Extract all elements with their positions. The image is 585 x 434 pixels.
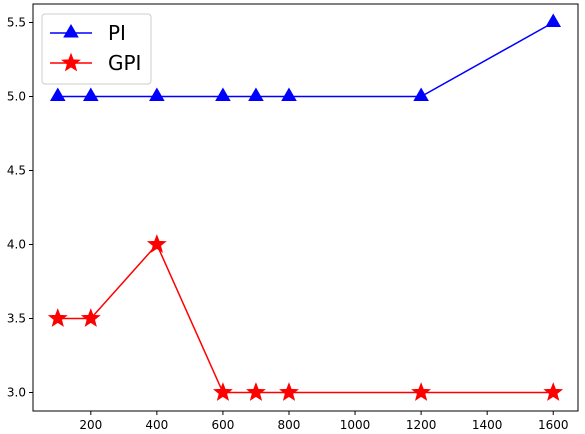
x-tick-label: 1600: [538, 418, 569, 432]
data-point-gpi: [80, 308, 101, 327]
legend-marker-shape-gpi: [61, 52, 81, 72]
x-tick-label: 200: [79, 418, 102, 432]
legend-marker-shape-pi: [63, 23, 79, 38]
data-point-gpi: [279, 382, 299, 401]
x-tick-label: 1200: [406, 418, 437, 432]
x-tick-label: 1400: [472, 418, 503, 432]
legend-marker-pi: [63, 23, 79, 38]
y-tick-label: 3.5: [7, 312, 26, 326]
data-point-gpi: [146, 234, 167, 253]
series-line-pi: [57, 21, 554, 98]
legend-marker-gpi: [61, 52, 81, 72]
y-tick-label: 4.5: [7, 164, 26, 178]
y-tick-label: 5.0: [7, 90, 26, 104]
data-point-pi: [215, 87, 231, 101]
x-tick-label: 1000: [340, 418, 371, 432]
y-tick-label: 3.0: [7, 386, 26, 400]
legend-label-pi: PI: [108, 21, 126, 45]
data-point-gpi: [543, 382, 564, 401]
data-point-pi: [49, 87, 66, 101]
series-lines: [57, 21, 554, 394]
series-markers: [47, 13, 564, 401]
data-point-pi: [149, 87, 165, 101]
x-tick-label: 600: [211, 418, 234, 432]
data-point-pi: [545, 13, 562, 27]
data-point-gpi: [411, 382, 432, 401]
legend-label-gpi: GPI: [108, 51, 141, 75]
plot-frame: [32, 3, 579, 412]
y-axis-ticks: 3.0 3.5 4.0 4.5 5.0 5.5: [7, 16, 33, 400]
y-tick-label: 5.5: [7, 16, 26, 30]
y-tick-label: 4.0: [7, 238, 26, 252]
legend: PI GPI: [41, 13, 152, 85]
series-line-gpi: [57, 243, 554, 394]
data-point-gpi: [246, 382, 266, 401]
data-point-gpi: [213, 382, 233, 401]
data-point-pi: [281, 87, 297, 101]
x-tick-label: 800: [278, 418, 301, 432]
x-axis-ticks: 200 400 600 800 1000 1200 1400 1600: [79, 411, 569, 432]
data-point-gpi: [47, 308, 68, 327]
data-point-pi: [413, 87, 429, 101]
data-point-pi: [83, 87, 99, 101]
data-point-pi: [248, 87, 264, 101]
x-tick-label: 400: [145, 418, 168, 432]
